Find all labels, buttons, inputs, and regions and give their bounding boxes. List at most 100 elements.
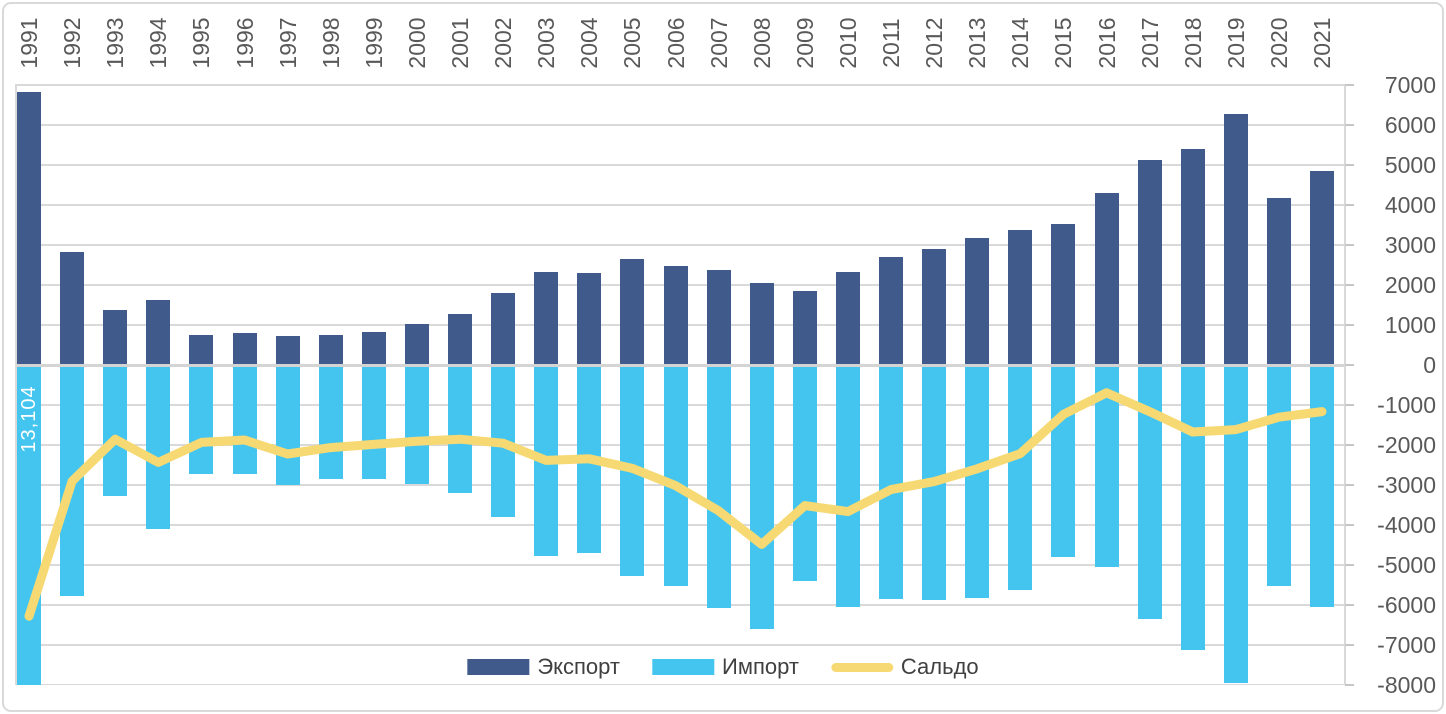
x-axis-label: 2017 xyxy=(1136,17,1163,69)
import-bar xyxy=(103,367,128,497)
export-bar xyxy=(1094,192,1119,364)
y-axis-tick xyxy=(1345,164,1354,166)
export-bar xyxy=(60,252,85,364)
y-axis-label: -1000 xyxy=(1377,392,1436,418)
x-axis-label: 2021 xyxy=(1309,17,1335,69)
y-axis-tick xyxy=(1345,484,1354,486)
legend-saldo-label: Сальдо xyxy=(900,654,979,679)
export-bar xyxy=(835,271,860,364)
x-axis-label: 2003 xyxy=(533,17,560,69)
x-axis-label: 2008 xyxy=(748,17,775,69)
y-axis-label: 4000 xyxy=(1384,192,1436,218)
x-axis-label: 2019 xyxy=(1222,17,1249,69)
x-axis-label: 2000 xyxy=(403,17,430,69)
export-bar xyxy=(620,259,645,364)
import-bar xyxy=(1008,367,1033,591)
y-axis-label: -7000 xyxy=(1377,632,1436,658)
x-axis-label: 2020 xyxy=(1265,17,1292,69)
x-axis-label: 1993 xyxy=(102,17,129,69)
y-axis-label: -4000 xyxy=(1377,512,1436,538)
export-bar xyxy=(232,332,257,364)
export-bar xyxy=(922,248,947,364)
gridline xyxy=(16,204,1345,206)
import-bar xyxy=(1223,367,1248,683)
import-bar xyxy=(663,367,688,587)
import-bar xyxy=(448,367,472,493)
import-bar xyxy=(17,367,41,685)
x-axis-label: 1991 xyxy=(16,17,42,69)
y-axis-tick xyxy=(1345,404,1354,406)
y-axis-label: 0 xyxy=(1423,352,1436,378)
legend-item-export: Экспорт xyxy=(467,654,620,680)
export-bar xyxy=(189,335,214,364)
y-axis-tick xyxy=(1345,444,1354,446)
x-axis-label: 2001 xyxy=(447,17,473,69)
export-bar xyxy=(1008,230,1033,364)
export-bar xyxy=(318,335,343,364)
y-axis-tick xyxy=(1345,204,1354,206)
export-bar xyxy=(1180,148,1205,364)
x-axis-label: 1996 xyxy=(231,17,258,69)
import-bar xyxy=(1266,367,1291,587)
y-axis-label: 7000 xyxy=(1384,72,1436,98)
y-axis-label: 6000 xyxy=(1384,112,1436,138)
import-bar xyxy=(275,367,300,485)
x-axis-label: 2009 xyxy=(791,17,818,69)
x-axis-label: 2016 xyxy=(1093,17,1120,69)
x-axis-label: 1997 xyxy=(274,17,301,69)
x-axis-label: 2011 xyxy=(878,18,904,68)
export-bar xyxy=(965,238,990,364)
export-bar xyxy=(361,332,386,364)
export-bar xyxy=(448,313,472,364)
y-axis-label: -8000 xyxy=(1377,672,1436,698)
import-bar xyxy=(1180,367,1205,651)
y-axis-tick xyxy=(1345,644,1354,646)
x-axis-label: 1995 xyxy=(188,17,215,69)
import-bar xyxy=(749,367,774,629)
export-bar xyxy=(404,324,429,364)
y-axis-label: -5000 xyxy=(1377,552,1436,578)
x-axis-label: 2014 xyxy=(1007,17,1034,69)
y-axis-tick xyxy=(1345,604,1354,606)
gridline xyxy=(16,84,1345,86)
export-bar xyxy=(706,269,731,364)
legend-item-import: Импорт xyxy=(652,654,799,680)
import-bar xyxy=(835,367,860,607)
y-axis-tick xyxy=(1345,244,1354,246)
import-bar xyxy=(146,367,171,530)
y-axis-tick xyxy=(1345,84,1354,86)
legend-export-swatch xyxy=(467,659,530,675)
gridline xyxy=(16,124,1345,126)
x-axis-label: 1994 xyxy=(145,17,172,69)
x-axis-label: 2010 xyxy=(834,17,861,69)
y-axis-label: 1000 xyxy=(1384,312,1436,338)
legend-import-label: Импорт xyxy=(722,654,799,679)
import-bar xyxy=(1310,367,1334,608)
legend-import-swatch xyxy=(652,659,714,675)
y-axis-tick xyxy=(1345,364,1354,366)
export-bar xyxy=(663,266,688,364)
x-axis-label: 1998 xyxy=(317,17,344,69)
import-bar xyxy=(792,367,817,582)
y-axis-tick xyxy=(1345,324,1354,326)
x-axis-label: 2015 xyxy=(1050,17,1077,69)
export-bar xyxy=(749,282,774,364)
export-bar xyxy=(534,271,559,364)
y-axis-label: 2000 xyxy=(1384,272,1436,298)
import-bar xyxy=(965,367,990,598)
export-bar xyxy=(792,291,817,364)
y-axis-tick xyxy=(1345,284,1354,286)
y-axis-label: -2000 xyxy=(1377,432,1436,458)
import-bar xyxy=(361,367,386,480)
x-axis-label: 2007 xyxy=(705,17,732,69)
export-bar xyxy=(1310,171,1334,364)
import-bar xyxy=(232,367,257,475)
x-axis-label: 2013 xyxy=(964,17,991,69)
export-bar xyxy=(17,92,41,364)
import-bar xyxy=(189,367,214,475)
export-bar xyxy=(1223,114,1248,364)
export-bar xyxy=(879,257,903,364)
export-bar xyxy=(1051,224,1076,364)
export-bar xyxy=(577,273,602,364)
